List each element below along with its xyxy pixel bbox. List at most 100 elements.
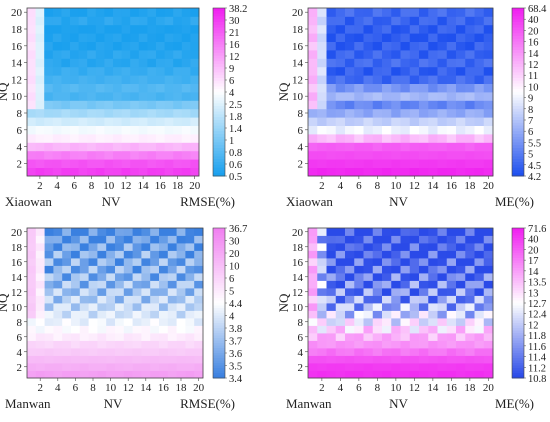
heatmap-cell: [419, 295, 429, 304]
colorbar-segment: [512, 75, 524, 79]
heatmap-cell: [62, 333, 72, 341]
colorbar-segment: [512, 355, 524, 359]
heatmap-cell: [52, 50, 62, 59]
heatmap-cell: [88, 265, 98, 274]
heatmap-cell: [27, 75, 36, 84]
heatmap-cell: [44, 370, 54, 379]
heatmap-cell: [345, 125, 355, 135]
colorbar-tick-label: 12: [229, 52, 240, 63]
heatmap-cell: [97, 228, 107, 236]
heatmap-cell: [456, 108, 466, 118]
heatmap-cell: [308, 340, 318, 349]
heatmap-cell: [456, 83, 466, 93]
heatmap-cell: [164, 8, 174, 17]
heatmap-cell: [419, 325, 429, 334]
heatmap-cell: [95, 50, 105, 59]
heatmap-cell: [190, 58, 200, 68]
heatmap-cell: [409, 243, 420, 251]
heatmap-cell: [150, 235, 160, 244]
colorbar-segment: [512, 128, 524, 132]
colorbar-segment: [512, 164, 524, 169]
heatmap-cell: [345, 235, 355, 244]
heatmap-cell: [326, 150, 337, 160]
x-tick-label: 12: [123, 382, 134, 394]
colorbar-segment: [512, 280, 524, 284]
heatmap-cell: [308, 100, 318, 110]
heatmap-cell: [62, 318, 72, 326]
heatmap-cell: [409, 280, 420, 289]
heatmap-cell: [465, 243, 475, 251]
heatmap-cell: [106, 333, 116, 341]
heatmap-cell: [465, 117, 475, 126]
heatmap-cell: [185, 363, 195, 371]
heatmap-cell: [419, 318, 429, 326]
colorbar-segment: [213, 94, 225, 99]
heatmap-cell: [372, 167, 383, 177]
heatmap-cell: [141, 228, 151, 236]
heatmap-cell: [335, 348, 346, 356]
heatmap-cell: [62, 243, 72, 251]
heatmap-cell: [474, 235, 485, 244]
heatmap-cell: [79, 288, 89, 296]
heatmap-cell: [483, 363, 494, 371]
colorbar-tick-label: 4: [229, 312, 235, 323]
heatmap-cell: [115, 265, 125, 274]
colorbar-segment: [213, 268, 225, 271]
colorbar-tick-label: 3.7: [229, 337, 242, 348]
heatmap-cell: [97, 355, 107, 364]
heatmap-cell: [456, 66, 466, 76]
heatmap-cell: [465, 125, 475, 135]
heatmap-cell: [62, 295, 72, 304]
heatmap-cell: [335, 280, 346, 289]
colorbar-segment: [512, 250, 524, 254]
heatmap-cell: [317, 134, 327, 143]
heatmap-cell: [419, 159, 429, 168]
heatmap-cell: [437, 228, 448, 236]
heatmap-cell: [35, 117, 45, 126]
heatmap-cell: [150, 325, 160, 334]
heatmap-cell: [106, 318, 116, 326]
y-tick-label: 14: [11, 272, 23, 284]
heatmap-cell: [27, 295, 37, 304]
heatmap-cell: [113, 83, 122, 93]
heatmap-cell: [27, 325, 37, 334]
heatmap-cell: [382, 167, 392, 177]
colorbar-segment: [512, 370, 524, 374]
x-tick-label: 4: [338, 180, 344, 192]
colorbar-segment: [512, 94, 524, 99]
heatmap-cell: [308, 348, 318, 356]
heatmap-cell: [483, 258, 494, 266]
heatmap-cell: [53, 265, 63, 274]
heatmap-cell: [437, 8, 448, 17]
heatmap-cell: [97, 325, 107, 334]
heatmap-cell: [27, 355, 37, 364]
heatmap-cell: [419, 273, 429, 281]
colorbar-tick-label: 17: [528, 256, 539, 267]
heatmap-cell: [44, 340, 54, 349]
heatmap-cell: [106, 288, 116, 296]
heatmap-cell: [106, 250, 116, 259]
heatmap-cell: [132, 363, 142, 371]
heatmap-cell: [87, 167, 97, 177]
heatmap-cell: [409, 303, 420, 311]
colorbar-segment: [512, 335, 524, 339]
heatmap-cell: [345, 41, 355, 51]
heatmap-cell: [354, 50, 364, 59]
heatmap-cell: [95, 117, 105, 126]
heatmap-cell: [181, 159, 191, 168]
colorbar-segment: [512, 27, 524, 31]
heatmap-cell: [181, 117, 191, 126]
colorbar-segment: [213, 128, 225, 132]
heatmap-cell: [446, 310, 457, 319]
colorbar-segment: [512, 114, 524, 118]
heatmap-cell: [446, 75, 457, 84]
heatmap-cell: [409, 24, 420, 34]
heatmap-cell: [181, 41, 191, 51]
heatmap-cell: [181, 66, 191, 76]
colorbar-segment: [512, 320, 524, 324]
heatmap-cell: [132, 265, 142, 274]
heatmap-cell: [335, 325, 346, 334]
heatmap-cell: [87, 50, 97, 59]
heatmap-cell: [354, 142, 364, 152]
heatmap-cell: [483, 250, 494, 259]
